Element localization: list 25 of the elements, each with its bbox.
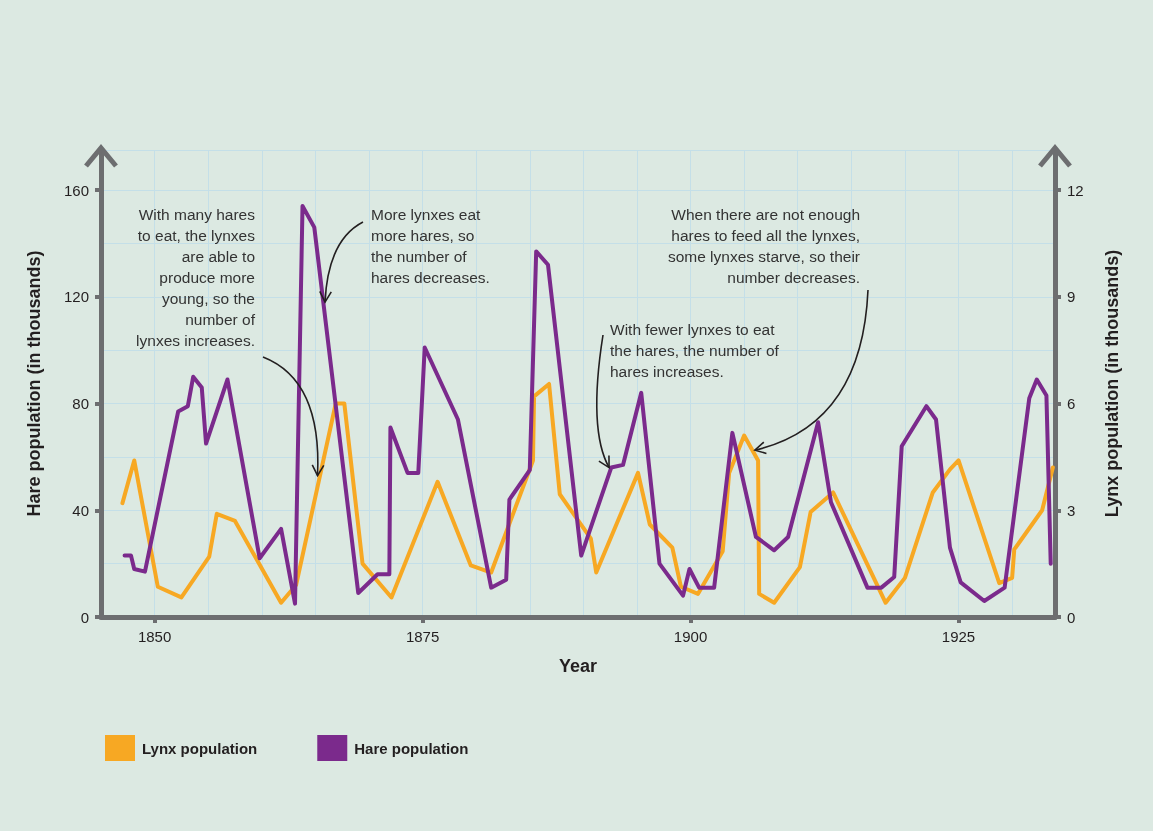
y2-tick-label: 9 (1067, 288, 1076, 306)
y-tick-label: 80 (72, 395, 89, 413)
x-tick-label: 1900 (673, 628, 708, 645)
y-axis-title: Hare population (in thousands) (24, 250, 44, 517)
x-tick-label: 1925 (941, 628, 976, 645)
y2-tick-label: 0 (1067, 608, 1076, 626)
line-series (122, 204, 1053, 606)
line-series (120, 381, 1055, 605)
annotation: More lynxes eat more hares, so the number of hares decreases. (371, 205, 491, 288)
legend-label: Hare population (354, 739, 469, 757)
legend-label: Lynx population (142, 739, 258, 757)
y-tick-label: 160 (63, 181, 89, 199)
y2-axis-title: Lynx population (in thousands) (1102, 249, 1122, 518)
y2-tick-label: 3 (1067, 501, 1076, 519)
x-axis-title: Year (558, 656, 598, 676)
y2-tick-label: 6 (1067, 395, 1076, 413)
y-tick-label: 120 (63, 288, 89, 306)
annotation: With many hares to eat, the lynxes are able to produce more young, so the number of lynxes increases. (136, 206, 255, 349)
annotation: With fewer lynxes to eat the hares, the number of hares increases. (610, 320, 780, 382)
x-tick-label: 1875 (405, 628, 440, 645)
y-tick-label: 0 (80, 608, 89, 626)
y-tick-label: 40 (72, 501, 89, 519)
y2-tick-label: 12 (1067, 181, 1084, 199)
annotation: When there are not enough hares to feed all the lynxes, some lynxes starve, so their number decreases. (666, 205, 860, 288)
x-tick-label: 1850 (137, 628, 172, 645)
